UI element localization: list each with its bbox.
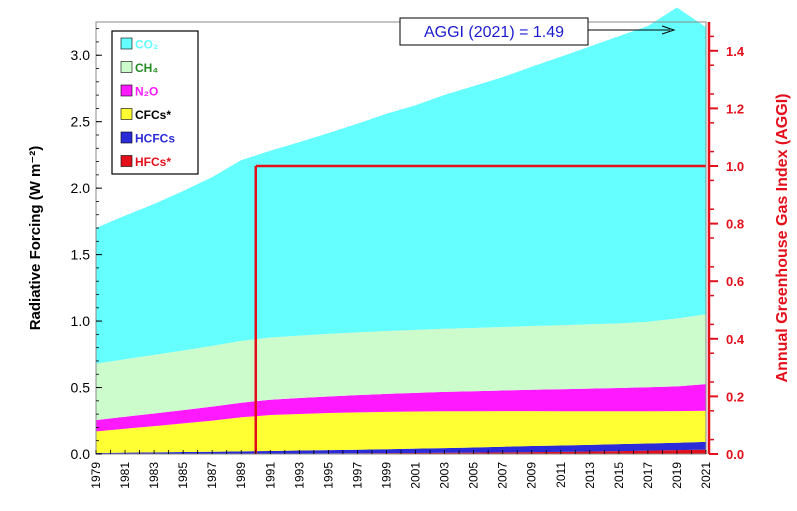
y-left-tick-label: 3.0 <box>71 47 91 63</box>
legend-swatch <box>120 155 133 167</box>
y-right-tick-label: 1.0 <box>726 159 744 174</box>
x-tick-label: 1979 <box>89 462 103 489</box>
legend-swatch <box>120 84 133 97</box>
y-right-tick-label: 0.2 <box>726 389 744 404</box>
x-tick-label: 1991 <box>263 462 277 489</box>
x-tick-label: 2021 <box>699 462 713 489</box>
x-axis: 1979 1981 1983 1985 1987 1989 1991 1993 1995 1997… <box>89 450 713 489</box>
annotation-arrowhead <box>661 25 676 35</box>
legend-label: N₂O <box>135 85 158 99</box>
x-tick-label: 1987 <box>205 462 219 489</box>
x-tick-label: 1983 <box>147 462 161 489</box>
legend-swatch <box>120 131 133 144</box>
y-left-tick-label: 1.0 <box>71 313 91 329</box>
y-left-tick-label: 2.5 <box>71 114 91 130</box>
y-right-tick-label: 0.8 <box>726 217 744 232</box>
legend-label: CO₂ <box>135 38 158 52</box>
right-axis: 0.0 0.2 0.4 0.6 0.8 1.0 1.2 1.4 <box>707 22 745 462</box>
x-tick-label: 2017 <box>641 462 655 489</box>
x-tick-label: 2001 <box>409 462 423 489</box>
y-right-tick-label: 0.4 <box>726 332 745 347</box>
legend-label: CFCs* <box>135 108 171 122</box>
annotation-box <box>399 17 589 46</box>
y-left-tick-label: 2.0 <box>71 180 91 196</box>
legend: CO₂ CH₄ N₂O CFCs* HCFCs HFCs* <box>111 30 199 175</box>
y-left-tick-label: 1.5 <box>71 247 91 263</box>
x-tick-label: 2009 <box>525 462 539 489</box>
x-tick-label: 2005 <box>467 462 481 489</box>
y-left-tick-label: 0.5 <box>71 380 91 396</box>
y-right-tick-label: 1.4 <box>726 44 745 59</box>
x-tick-label: 2019 <box>670 462 684 489</box>
annotation-text: AGGI (2021) = 1.49 <box>424 24 564 41</box>
area-series-0 <box>96 449 706 454</box>
x-tick-label: 1999 <box>379 462 393 489</box>
reference-box <box>254 164 706 454</box>
x-tick-label: 1985 <box>176 462 190 489</box>
legend-label: HCFCs <box>135 132 175 146</box>
y-right-tick-label: 0.6 <box>726 274 744 289</box>
legend-label: CH₄ <box>135 61 158 75</box>
area-series-3 <box>96 384 706 432</box>
area-series-2 <box>96 410 706 453</box>
x-tick-label: 2011 <box>554 462 568 488</box>
x-tick-label: 1993 <box>292 462 306 489</box>
legend-swatch <box>120 61 133 73</box>
y-axis-title-left: Radiative Forcing (W m⁻²) <box>27 146 44 331</box>
legend-label: HFCs* <box>135 155 171 169</box>
x-tick-label: 1995 <box>321 462 335 489</box>
stacked-areas <box>96 7 706 454</box>
legend-swatch <box>120 108 133 120</box>
x-tick-label: 1997 <box>350 462 364 489</box>
legend-box <box>111 30 199 175</box>
y-axis-title-right: Annual Greenhouse Gas Index (AGGI) <box>774 94 791 383</box>
y-right-tick-label: 1.2 <box>726 101 744 116</box>
aggi-annotation: AGGI (2021) = 1.49 <box>399 17 676 46</box>
area-series-4 <box>96 314 706 421</box>
x-tick-label: 2007 <box>496 462 510 489</box>
y-left-tick-label: 0.0 <box>71 446 91 462</box>
area-series-5 <box>96 7 706 364</box>
x-tick-label: 2003 <box>438 462 452 489</box>
x-tick-label: 2013 <box>583 462 597 489</box>
x-tick-label: 1989 <box>234 462 248 489</box>
legend-swatch <box>120 37 133 50</box>
x-tick-label: 2015 <box>612 462 626 489</box>
area-series-1 <box>96 441 706 454</box>
x-tick-label: 1981 <box>118 462 132 489</box>
y-right-tick-label: 0.0 <box>726 447 744 462</box>
left-axis: 0.0 0.5 1.0 1.5 2.0 2.5 3.0 <box>71 28 102 462</box>
